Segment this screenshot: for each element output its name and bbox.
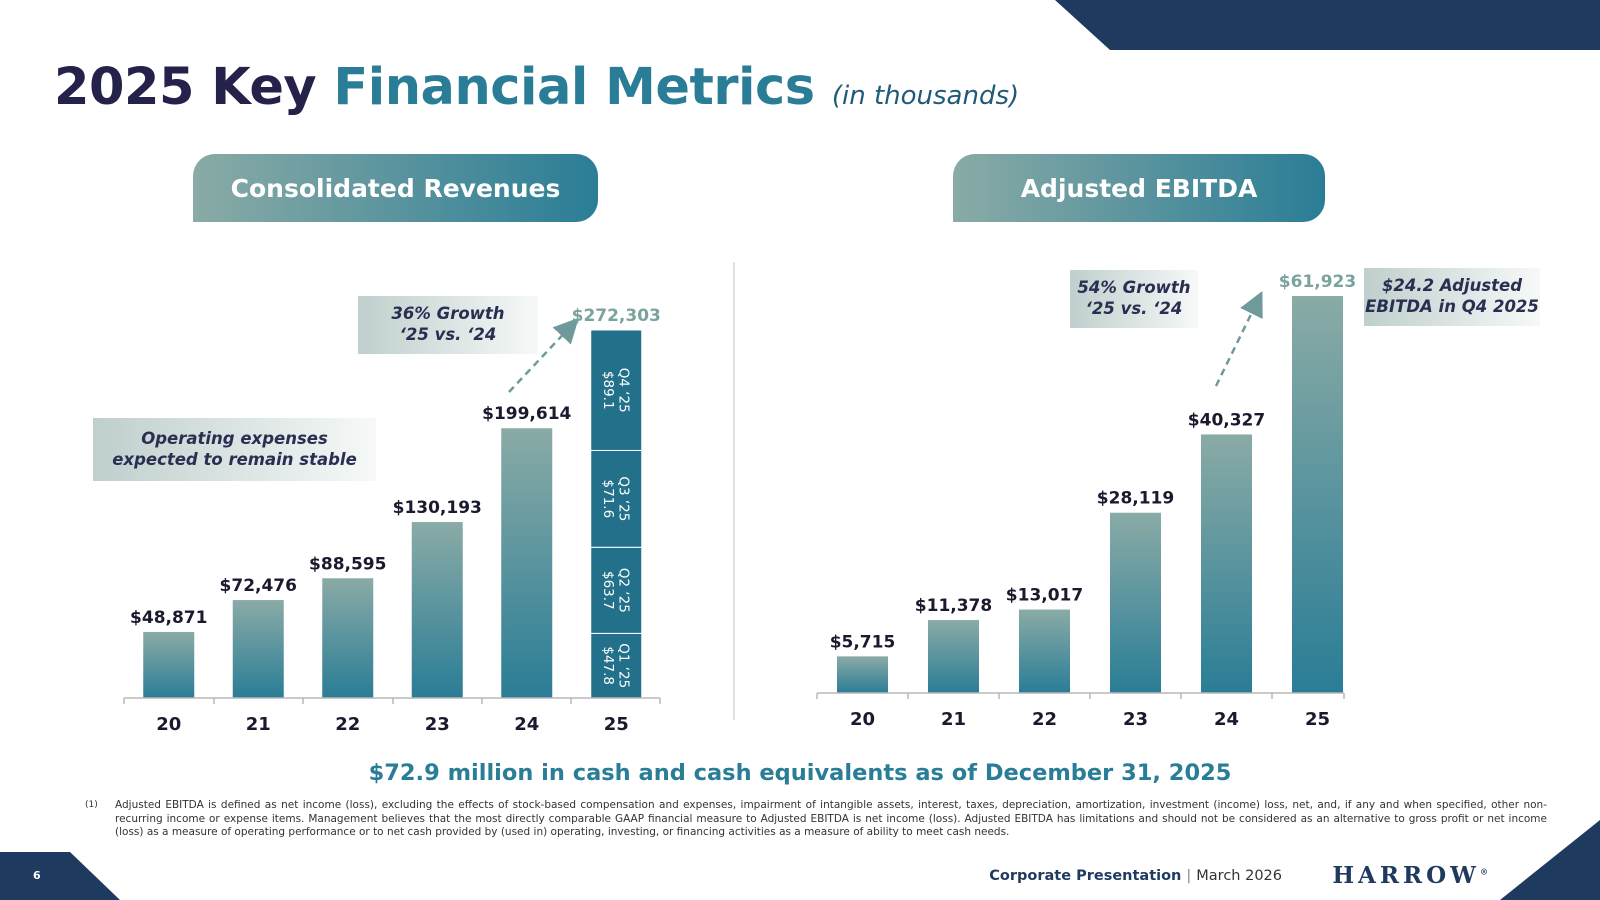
top-decorative-band	[1055, 0, 1600, 50]
revenue-growth-line1: 36% Growth	[391, 304, 505, 324]
ebitda-growth-callout: 54% Growth ‘25 vs. ‘24	[1070, 270, 1198, 328]
q4-ebitda-line2: EBITDA in Q4 2025	[1365, 297, 1539, 316]
consolidated-revenues-segment-1	[590, 632, 643, 699]
revenue-value-label-24: $199,614	[482, 404, 571, 424]
revenue-x-tick-22: 22	[335, 714, 360, 735]
segment-value: $47.8	[600, 646, 616, 685]
footer-date: March 2026	[1196, 868, 1282, 884]
segment-value: $63.7	[600, 571, 616, 610]
segment-value: $89.1	[600, 371, 616, 410]
cash-statement: $72.9 million in cash and cash equivalen…	[368, 760, 1232, 786]
footnote-marker: (1)	[85, 800, 98, 810]
revenue-bar-21	[232, 600, 284, 698]
revenue-value-label-21: $72,476	[220, 576, 297, 596]
segment-label-4: Q4 ‘25$89.1	[600, 368, 632, 413]
ebitda-growth-line2: ‘25 vs. ‘24	[1085, 299, 1183, 318]
ebitda-growth-line1: 54% Growth	[1077, 278, 1191, 298]
revenue-growth-line2: ‘25 vs. ‘24	[399, 325, 497, 344]
ebitda-bar-25	[1292, 296, 1343, 693]
ebitda-bar-20	[837, 656, 888, 693]
consolidated-revenues-segment-3	[590, 449, 643, 548]
ebitda-value-label-22: $13,017	[1006, 586, 1083, 606]
segment-label-1: Q1 ‘25$47.8	[600, 643, 632, 688]
segment-quarter: Q3 ‘25	[616, 476, 632, 521]
revenue-bar-24	[501, 428, 553, 698]
q4-ebitda-callout: $24.2 Adjusted EBITDA in Q4 2025	[1364, 268, 1540, 326]
consolidated-revenues-segment-2	[590, 546, 643, 634]
slide-title: 2025 Key Financial Metrics (in thousands…	[54, 58, 1019, 117]
ebitda-value-label-21: $11,378	[915, 596, 992, 616]
page-number: 6	[33, 869, 41, 882]
ebitda-bar-24	[1201, 434, 1252, 693]
footnote: Adjusted EBITDA is defined as net income…	[115, 799, 1547, 839]
panel-divider	[733, 262, 735, 720]
footer-separator: |	[1186, 868, 1192, 884]
revenue-growth-callout: 36% Growth ‘25 vs. ‘24	[358, 296, 538, 354]
ebitda-value-label-24: $40,327	[1188, 410, 1265, 430]
ebitda-x-tick-21: 21	[941, 709, 966, 730]
logo-mark: ®	[1480, 866, 1488, 877]
segment-quarter: Q4 ‘25	[616, 368, 632, 413]
consolidated-revenues-segment-4	[590, 329, 643, 451]
title-main: 2025 Key	[54, 58, 334, 117]
opex-line2: expected to remain stable	[112, 449, 357, 469]
title-subtitle: (in thousands)	[831, 81, 1020, 111]
revenue-bar-23	[411, 522, 463, 698]
ebitda-bar-21	[928, 620, 979, 693]
revenue-value-label-25: $272,303	[572, 306, 661, 326]
segment-label-3: Q3 ‘25$71.6	[600, 476, 632, 521]
footer-presentation: Corporate Presentation | March 2026	[989, 868, 1282, 884]
segment-quarter: Q1 ‘25	[616, 643, 632, 688]
revenue-x-tick-24: 24	[514, 714, 539, 735]
ebitda-bar-23	[1110, 512, 1161, 693]
revenue-header: Consolidated Revenues	[193, 154, 598, 222]
harrow-logo: HARROW®	[1332, 862, 1488, 889]
revenue-bar-22	[322, 578, 374, 698]
revenue-value-label-20: $48,871	[130, 608, 207, 628]
ebitda-value-label-20: $5,715	[830, 632, 896, 652]
revenue-growth-arrow	[508, 317, 579, 393]
ebitda-value-label-23: $28,119	[1097, 489, 1174, 509]
opex-callout: Operating expenses expected to remain sta…	[93, 418, 376, 481]
revenue-bar-20	[143, 631, 195, 698]
revenue-x-tick-20: 20	[156, 714, 181, 735]
revenue-value-label-22: $88,595	[309, 554, 386, 574]
revenue-x-tick-21: 21	[246, 714, 271, 735]
revenue-x-tick-25: 25	[604, 714, 629, 735]
segment-quarter: Q2 ‘25	[616, 568, 632, 613]
revenue-value-label-23: $130,193	[393, 498, 482, 518]
ebitda-bar-22	[1019, 609, 1070, 693]
ebitda-x-tick-20: 20	[850, 709, 875, 730]
ebitda-growth-arrow	[1214, 291, 1263, 387]
ebitda-x-tick-22: 22	[1032, 709, 1057, 730]
ebitda-value-label-25: $61,923	[1279, 272, 1356, 292]
title-highlight: Financial Metrics	[333, 58, 815, 117]
ebitda-x-tick-23: 23	[1123, 709, 1148, 730]
ebitda-header: Adjusted EBITDA	[953, 154, 1325, 222]
segment-value: $71.6	[600, 480, 616, 519]
opex-line1: Operating expenses	[141, 428, 328, 448]
q4-ebitda-line1: $24.2 Adjusted	[1381, 276, 1523, 296]
ebitda-x-tick-24: 24	[1214, 709, 1239, 730]
ebitda-x-tick-25: 25	[1305, 709, 1330, 730]
footer-title: Corporate Presentation	[989, 868, 1182, 884]
logo-text: HARROW	[1332, 862, 1480, 889]
revenue-x-tick-23: 23	[425, 714, 450, 735]
segment-label-2: Q2 ‘25$63.7	[600, 568, 632, 613]
